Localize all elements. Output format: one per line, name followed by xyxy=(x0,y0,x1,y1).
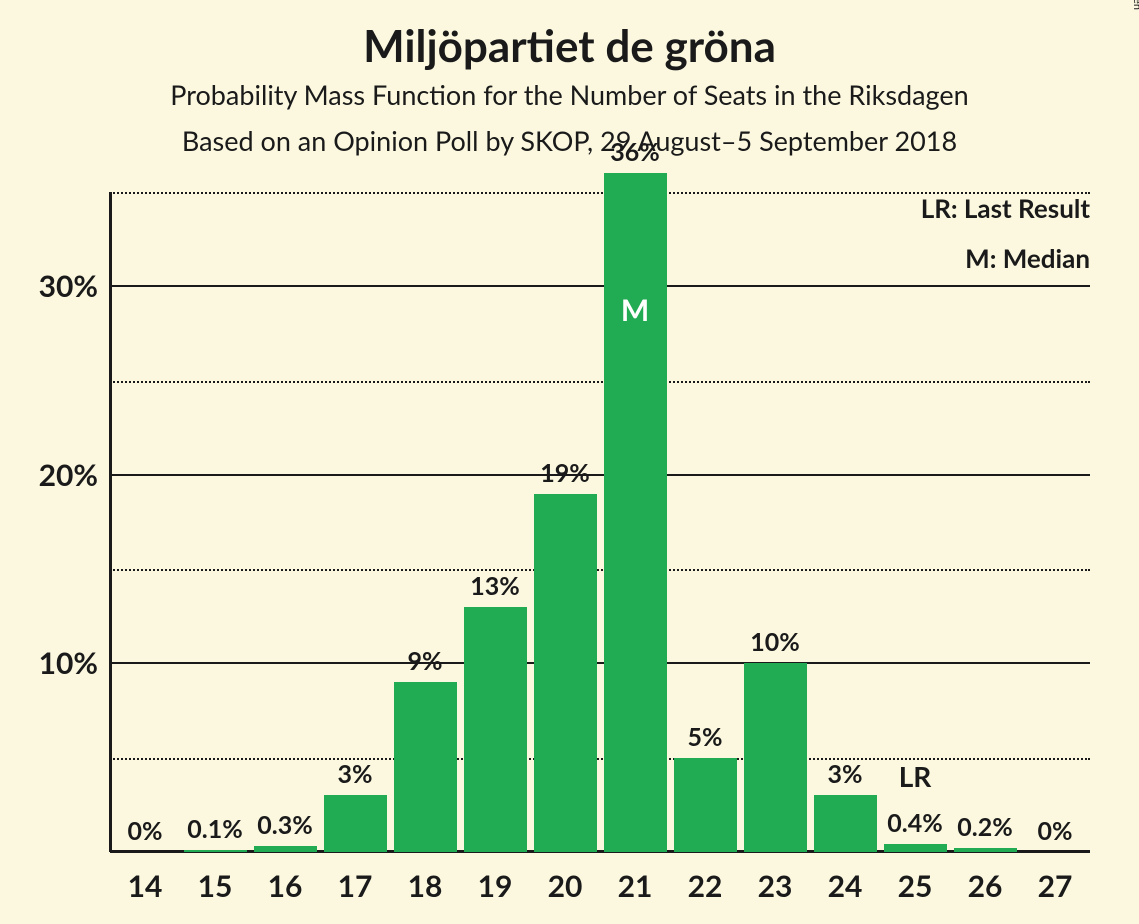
gridline-major xyxy=(110,285,1090,287)
bar-value-label: 10% xyxy=(750,627,800,657)
bar-value-label: 36% xyxy=(610,137,660,167)
bar-value-label: 13% xyxy=(470,571,520,601)
x-tick-label: 17 xyxy=(338,868,373,904)
gridline-major xyxy=(110,662,1090,664)
bar xyxy=(254,846,317,852)
chart-subtitle-2: Based on an Opinion Poll by SKOP, 29 Aug… xyxy=(0,124,1139,157)
bar xyxy=(744,663,807,852)
chart-title: Miljöpartiet de gröna xyxy=(0,20,1139,72)
x-tick-label: 26 xyxy=(968,868,1003,904)
bar-value-label: 0.1% xyxy=(187,814,242,844)
gridline-major xyxy=(110,474,1090,476)
x-tick-label: 19 xyxy=(478,868,513,904)
bar-value-label: 3% xyxy=(828,759,863,789)
bar xyxy=(604,173,667,852)
bar-value-label: 0.3% xyxy=(257,810,312,840)
bar xyxy=(814,795,877,852)
gridline-minor xyxy=(110,569,1090,571)
bar xyxy=(324,795,387,852)
y-tick-label: 10% xyxy=(39,645,98,681)
x-tick-label: 23 xyxy=(758,868,793,904)
bar xyxy=(884,844,947,852)
bar xyxy=(534,494,597,852)
x-tick-label: 18 xyxy=(408,868,443,904)
bar-value-label: 0% xyxy=(1038,816,1073,846)
x-tick-label: 22 xyxy=(688,868,723,904)
x-tick-label: 21 xyxy=(618,868,653,904)
bar-value-label: 9% xyxy=(408,646,443,676)
y-tick-label: 20% xyxy=(39,457,98,493)
x-tick-label: 25 xyxy=(898,868,933,904)
x-tick-label: 27 xyxy=(1038,868,1073,904)
copyright-text: © 2018 Filip van Laenen xyxy=(1131,0,1139,10)
x-tick-label: 24 xyxy=(828,868,863,904)
median-mark: M xyxy=(621,292,649,328)
x-tick-label: 14 xyxy=(128,868,163,904)
x-tick-label: 16 xyxy=(268,868,303,904)
y-tick-label: 30% xyxy=(39,268,98,304)
bar-value-label: 3% xyxy=(338,759,373,789)
last-result-label: LR xyxy=(899,759,932,793)
gridline-minor xyxy=(110,758,1090,760)
x-tick-label: 20 xyxy=(548,868,583,904)
bar-value-label: 19% xyxy=(540,458,590,488)
x-tick-label: 15 xyxy=(198,868,233,904)
chart-subtitle-1: Probability Mass Function for the Number… xyxy=(0,78,1139,111)
legend-median: M: Median xyxy=(965,242,1090,274)
bar xyxy=(954,848,1017,852)
bar xyxy=(184,850,247,852)
bar xyxy=(464,607,527,852)
y-axis xyxy=(109,192,112,852)
bar-value-label: 0% xyxy=(128,816,163,846)
bar xyxy=(394,682,457,852)
bar-value-label: 0.2% xyxy=(957,812,1012,842)
bar-value-label: 5% xyxy=(688,722,723,752)
legend-last-result: LR: Last Result xyxy=(921,192,1090,224)
bar-chart-plot: 10%20%30%140%150.1%160.3%173%189%1913%20… xyxy=(110,192,1090,852)
bar xyxy=(674,758,737,852)
bar-value-label: 0.4% xyxy=(887,808,942,838)
gridline-minor xyxy=(110,381,1090,383)
